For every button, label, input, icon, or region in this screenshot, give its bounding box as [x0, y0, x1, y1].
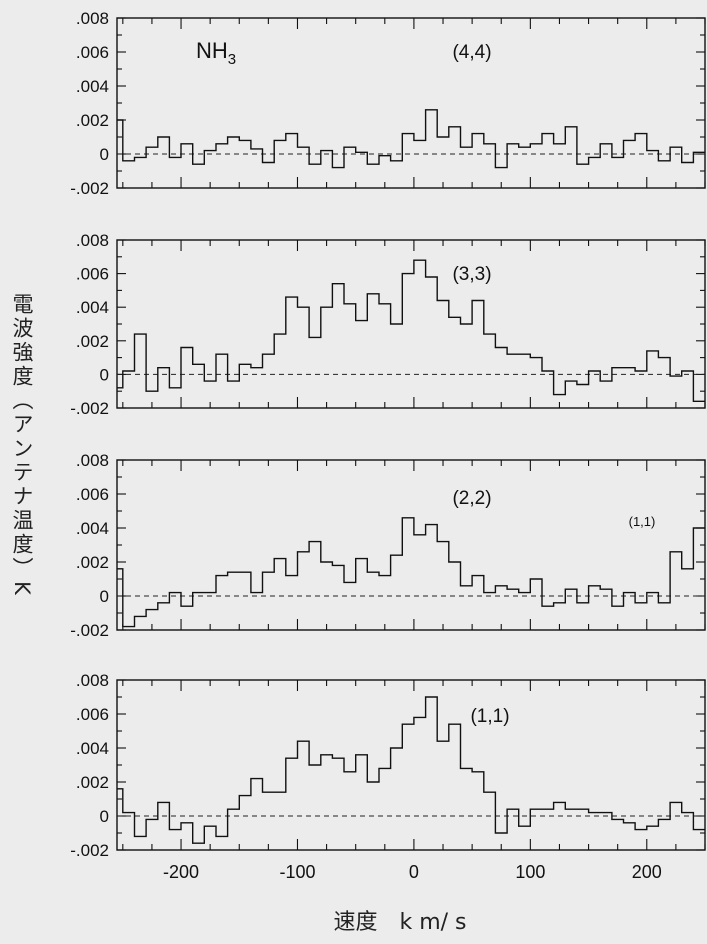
y-tick-label: .002 — [76, 332, 109, 351]
y-tick-label: .008 — [76, 231, 109, 250]
y-tick-label: .004 — [76, 739, 109, 758]
x-axis-label: 速度 k m/ s — [333, 910, 467, 935]
y-tick-label: 0 — [100, 807, 109, 826]
spectrum-series — [117, 109, 705, 169]
panel-2: .008 .006 .004 .002 0 -.002 (3,3) — [70, 231, 706, 418]
plot-frame — [116, 679, 706, 851]
y-tick-label: -.002 — [70, 621, 109, 640]
y-tick-label: .006 — [76, 705, 109, 724]
spectrum-series — [117, 696, 705, 844]
y-tick-label: -.002 — [70, 179, 109, 198]
y-tick-label: .006 — [76, 43, 109, 62]
y-tick-label: 0 — [100, 145, 109, 164]
y-tick-label: .008 — [76, 671, 109, 690]
plot-frame — [116, 459, 706, 631]
transition-label: (4,4) — [452, 42, 491, 63]
transition-label: (3,3) — [452, 264, 491, 285]
y-tick-label: .004 — [76, 519, 109, 538]
panel-1: .008 .006 .004 .002 0 -.002 (4,4) — [70, 9, 706, 198]
plot-frame — [116, 239, 706, 409]
y-tick-label: -.002 — [70, 841, 109, 860]
spectrum-series — [117, 259, 705, 402]
y-tick-label: -.002 — [70, 399, 109, 418]
y-tick-label: .002 — [76, 553, 109, 572]
panels-group: .008 .006 .004 .002 0 -.002 (4,4) .008 .006 .004.… — [70, 9, 706, 882]
y-tick-label: 0 — [100, 587, 109, 606]
transition-label: (1,1) — [470, 706, 509, 727]
x-tick-label: 0 — [409, 862, 419, 882]
transition-label: (2,2) — [452, 488, 491, 509]
x-tick-label: -200 — [163, 862, 199, 882]
y-tick-label: .008 — [76, 9, 109, 28]
y-tick-label: .002 — [76, 773, 109, 792]
y-tick-label: .006 — [76, 265, 109, 284]
panel-4: .008 .006 .004 .002 0 -.002 (1,1) -200 -100 0 100 2… — [70, 671, 706, 882]
spectrum-series — [117, 517, 705, 628]
y-axis-label: 電波強度（アンテナ温度）K — [10, 292, 34, 598]
x-tick-label: 200 — [632, 862, 662, 882]
y-tick-label: .004 — [76, 298, 109, 317]
y-tick-label: .006 — [76, 485, 109, 504]
y-tick-label: .004 — [76, 77, 109, 96]
x-tick-label: -100 — [279, 862, 315, 882]
panel-3: .008 .006 .004 .002 0 -.002 (2,2) — [70, 451, 706, 640]
extra-annotation: (1,1) — [629, 514, 656, 529]
x-tick-label: 100 — [515, 862, 545, 882]
y-tick-label: .008 — [76, 451, 109, 470]
y-tick-label: .002 — [76, 111, 109, 130]
y-tick-label: 0 — [100, 365, 109, 384]
molecule-label: NH3 — [196, 38, 236, 68]
y-axis-label-container: 電波強度（アンテナ温度）K — [0, 245, 44, 645]
